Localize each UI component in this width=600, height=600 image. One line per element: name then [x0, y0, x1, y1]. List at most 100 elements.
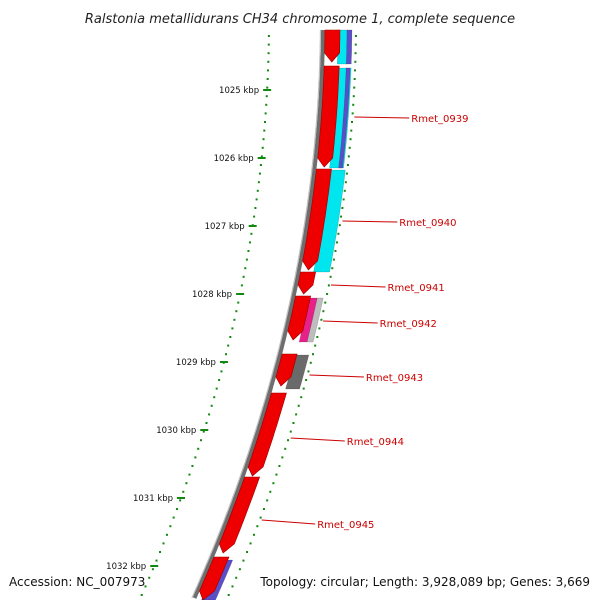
- cds-arrow: [287, 295, 312, 341]
- backbone-line: [192, 29, 325, 599]
- inner-dot: [182, 490, 185, 493]
- inner-dot: [175, 508, 178, 510]
- inner-dot: [151, 568, 154, 571]
- inner-dot: [144, 585, 147, 588]
- scale-tick: [257, 157, 266, 159]
- gene-label-leader: [290, 437, 345, 442]
- inner-dot: [264, 112, 267, 115]
- outer-dot: [235, 576, 238, 579]
- backbone-ring: [191, 29, 325, 599]
- scale-tick-label: 1031 kbp: [133, 494, 173, 504]
- inner-dot: [261, 146, 264, 149]
- outer-dot: [311, 353, 314, 356]
- outer-dot: [338, 224, 341, 227]
- scale-tick-label: 1030 kbp: [156, 426, 196, 436]
- inner-dot: [265, 103, 268, 106]
- outer-dot: [275, 473, 278, 476]
- gene-label-leader: [330, 284, 386, 288]
- gene-label-leader: [323, 320, 378, 324]
- inner-dot: [213, 396, 216, 399]
- outer-dot: [345, 172, 348, 175]
- inner-dot: [257, 181, 260, 184]
- outer-dot: [320, 318, 323, 321]
- outer-dot: [326, 293, 329, 295]
- outer-dot: [348, 146, 351, 149]
- inner-dot: [191, 465, 194, 467]
- inner-dot: [169, 525, 172, 528]
- inner-dot: [162, 542, 165, 545]
- inner-dot: [220, 370, 223, 373]
- outer-dot: [352, 95, 355, 98]
- inner-dot: [256, 189, 259, 192]
- cds-arrow: [317, 65, 340, 168]
- inner-dot: [254, 207, 257, 209]
- scale-tick: [150, 565, 159, 567]
- gene-label-leader: [354, 116, 410, 119]
- scale-tick-label: 1026 kbp: [214, 154, 254, 164]
- outer-dot: [334, 250, 337, 252]
- cds-arrow: [218, 476, 261, 554]
- cds-arrow: [247, 392, 287, 477]
- inner-dot: [148, 576, 151, 579]
- cds-arrow: [275, 353, 298, 387]
- outer-dot: [305, 379, 308, 381]
- outer-dot: [354, 43, 357, 46]
- outer-dot: [246, 551, 249, 553]
- scale-tick: [263, 89, 272, 91]
- gray-feature: [306, 297, 324, 343]
- scale-tick: [248, 225, 257, 227]
- inner-dot: [188, 473, 191, 476]
- scale-tick-label: 1029 kbp: [176, 358, 216, 368]
- inner-dot: [159, 551, 162, 553]
- gene-label: Rmet_0945: [317, 520, 374, 531]
- scale-tick-label: 1032 kbp: [106, 562, 146, 572]
- inner-dot: [237, 301, 240, 304]
- gene-label: Rmet_0943: [366, 373, 423, 384]
- inner-dot: [259, 164, 262, 166]
- inner-dot: [267, 60, 270, 63]
- outer-dot: [354, 60, 357, 63]
- inner-dot: [165, 533, 168, 536]
- cds-track: [199, 29, 341, 600]
- inner-dot: [255, 198, 258, 201]
- inner-dot: [263, 121, 266, 123]
- backbone-shadow: [191, 29, 322, 599]
- inner-dot: [185, 482, 188, 485]
- scale-tick-label: 1028 kbp: [192, 290, 232, 300]
- inner-dot: [265, 95, 268, 98]
- inner-dot: [210, 404, 213, 407]
- inner-dot: [218, 379, 221, 381]
- outer-dot: [322, 310, 325, 313]
- inner-dot: [267, 43, 270, 46]
- outer-dot: [340, 215, 343, 218]
- outer-dot: [307, 370, 310, 373]
- inner-dot: [235, 310, 238, 313]
- gene-labels: Rmet_0939 Rmet_0940 Rmet_0941 Rmet_0942 Rmet…: [261, 114, 469, 531]
- blue-feature: [338, 67, 351, 169]
- inner-dot: [258, 172, 261, 175]
- inner-dot: [267, 35, 270, 37]
- outer-dot: [242, 559, 245, 562]
- cds-arrow: [199, 556, 230, 600]
- blue-feature: [346, 29, 353, 65]
- inner-dot: [200, 439, 203, 442]
- outer-dot: [342, 198, 345, 201]
- gene-label: Rmet_0939: [411, 114, 468, 125]
- inner-dot: [227, 344, 230, 347]
- inner-dot: [242, 275, 245, 278]
- scale-tick: [177, 497, 186, 499]
- outer-dot: [309, 361, 312, 364]
- inner-dot: [240, 284, 243, 287]
- outer-dot: [284, 447, 287, 450]
- outer-dot: [231, 585, 234, 588]
- outer-dot: [337, 232, 340, 235]
- outer-dot: [351, 112, 354, 115]
- inner-dot: [197, 447, 200, 450]
- gene-label-leader: [309, 374, 364, 378]
- outer-dot: [352, 103, 355, 106]
- outer-dot: [272, 482, 275, 485]
- gene-label: Rmet_0942: [380, 319, 437, 330]
- inner-dot: [208, 413, 211, 416]
- inner-dot: [194, 456, 197, 459]
- inner-dot: [140, 594, 143, 596]
